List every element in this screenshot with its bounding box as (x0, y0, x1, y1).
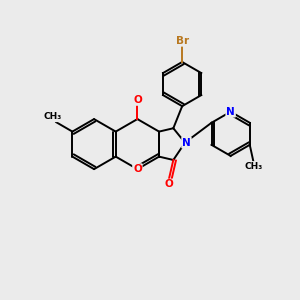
Text: O: O (133, 164, 142, 174)
Text: O: O (133, 95, 142, 105)
Text: N: N (226, 107, 235, 117)
Text: Br: Br (176, 36, 189, 46)
Text: O: O (164, 179, 173, 189)
Text: N: N (182, 138, 191, 148)
Text: CH₃: CH₃ (44, 112, 62, 122)
Text: CH₃: CH₃ (244, 162, 262, 171)
